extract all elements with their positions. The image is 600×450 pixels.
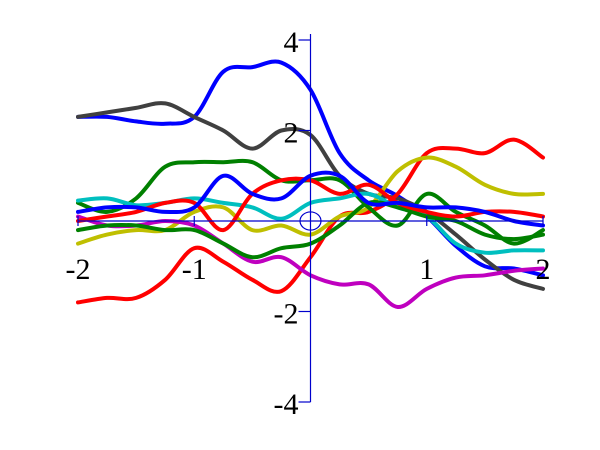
y-tick-label: -2 — [274, 298, 299, 331]
x-tick-label: -1 — [182, 253, 207, 286]
y-tick-label: 2 — [284, 117, 299, 150]
axes — [77, 34, 544, 403]
tick-labels: -2 -1 1 2 4 2 -2 -4 — [66, 26, 551, 421]
y-tick-label: -4 — [274, 388, 299, 421]
x-tick-label: -2 — [66, 253, 91, 286]
x-tick-label: 2 — [536, 253, 551, 286]
x-tick-label: 1 — [419, 253, 434, 286]
origin-marker — [299, 211, 322, 231]
y-tick-label: 4 — [284, 26, 299, 59]
